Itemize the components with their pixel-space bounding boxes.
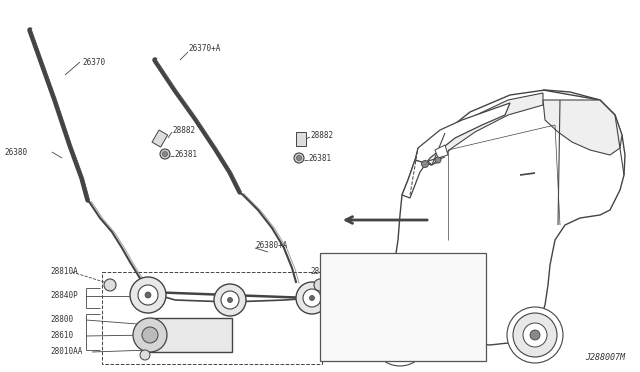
Circle shape — [133, 318, 167, 352]
Circle shape — [388, 326, 412, 350]
Polygon shape — [370, 90, 625, 345]
Text: 26373M: 26373M — [407, 275, 433, 281]
Circle shape — [314, 279, 326, 291]
Polygon shape — [435, 145, 448, 158]
Circle shape — [296, 282, 328, 314]
Circle shape — [372, 310, 428, 366]
Text: 26381: 26381 — [174, 150, 197, 158]
Circle shape — [142, 327, 158, 343]
Circle shape — [395, 333, 405, 343]
Text: 28610: 28610 — [50, 331, 73, 340]
Polygon shape — [420, 93, 543, 165]
Circle shape — [140, 350, 150, 360]
Text: REFILL-WIPER BLADE: REFILL-WIPER BLADE — [324, 261, 407, 270]
Text: 28800: 28800 — [50, 315, 73, 324]
Text: 28840P: 28840P — [50, 292, 77, 301]
Text: 26381: 26381 — [308, 154, 331, 163]
Circle shape — [138, 285, 158, 305]
Polygon shape — [543, 100, 622, 155]
Text: (DRIVER): (DRIVER) — [403, 283, 437, 289]
Circle shape — [530, 330, 540, 340]
Text: 28810A: 28810A — [310, 267, 338, 276]
Circle shape — [523, 323, 547, 347]
Text: 28010AA: 28010AA — [50, 347, 83, 356]
Circle shape — [214, 284, 246, 316]
Circle shape — [163, 151, 168, 157]
Text: 28882: 28882 — [172, 125, 195, 135]
Circle shape — [507, 307, 563, 363]
Text: J288007M: J288007M — [585, 353, 625, 362]
Text: 26380+A: 26380+A — [255, 241, 287, 250]
Circle shape — [435, 157, 441, 163]
Circle shape — [104, 279, 116, 291]
Bar — [150, 318, 232, 352]
Circle shape — [303, 289, 321, 307]
Circle shape — [513, 313, 557, 357]
Text: 26380: 26380 — [4, 148, 27, 157]
Text: 26373P: 26373P — [327, 275, 353, 281]
Bar — [102, 272, 322, 364]
Circle shape — [160, 149, 170, 159]
Circle shape — [145, 292, 151, 298]
Circle shape — [227, 298, 232, 302]
Text: (ASSIST): (ASSIST) — [323, 283, 357, 289]
Circle shape — [378, 316, 422, 360]
Circle shape — [422, 160, 429, 167]
Circle shape — [310, 295, 314, 301]
Bar — [152, 130, 168, 147]
Text: 28810A: 28810A — [50, 267, 77, 276]
Bar — [320, 253, 486, 361]
Polygon shape — [402, 103, 510, 198]
Text: 28882: 28882 — [310, 131, 333, 140]
Text: 26370: 26370 — [82, 58, 105, 67]
Bar — [296, 132, 306, 146]
Text: 26370+A: 26370+A — [188, 44, 220, 52]
Circle shape — [221, 291, 239, 309]
Circle shape — [294, 153, 304, 163]
Circle shape — [296, 155, 301, 160]
Circle shape — [130, 277, 166, 313]
